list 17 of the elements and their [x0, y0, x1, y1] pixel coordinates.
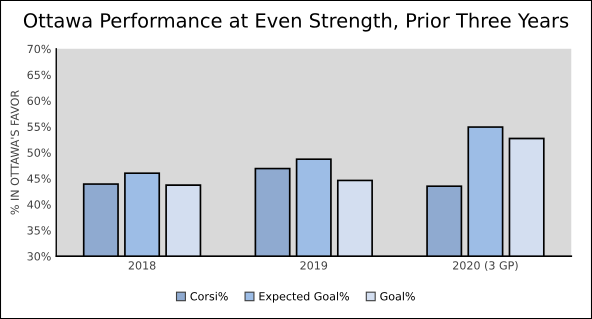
y-tick-label: 50%	[28, 148, 51, 157]
legend-label: Corsi%	[190, 292, 228, 300]
x-tick-label: 2018	[128, 261, 156, 270]
x-tick-label: 2019	[300, 261, 328, 270]
legend-label: Expected Goal%	[259, 292, 350, 303]
y-tick-label: 55%	[28, 122, 51, 131]
y-tick-label: 35%	[28, 226, 51, 235]
y-tick-label: 70%	[28, 44, 51, 54]
y-tick-label: 65%	[27, 70, 51, 80]
y-axis-title: % IN OTTAWA'S FAVOR	[10, 90, 19, 214]
chart-title: Ottawa Performance at Even Strength, Prior Three Years	[24, 12, 568, 32]
y-tick-label: 40%	[27, 200, 51, 209]
y-tick-label: 60%	[27, 96, 51, 106]
y-tick-label: 45%	[27, 174, 51, 183]
y-tick-label: 30%	[28, 252, 51, 261]
x-tick-label: 2020 (3 GP)	[453, 261, 518, 271]
legend-label: Goal%	[380, 292, 415, 300]
